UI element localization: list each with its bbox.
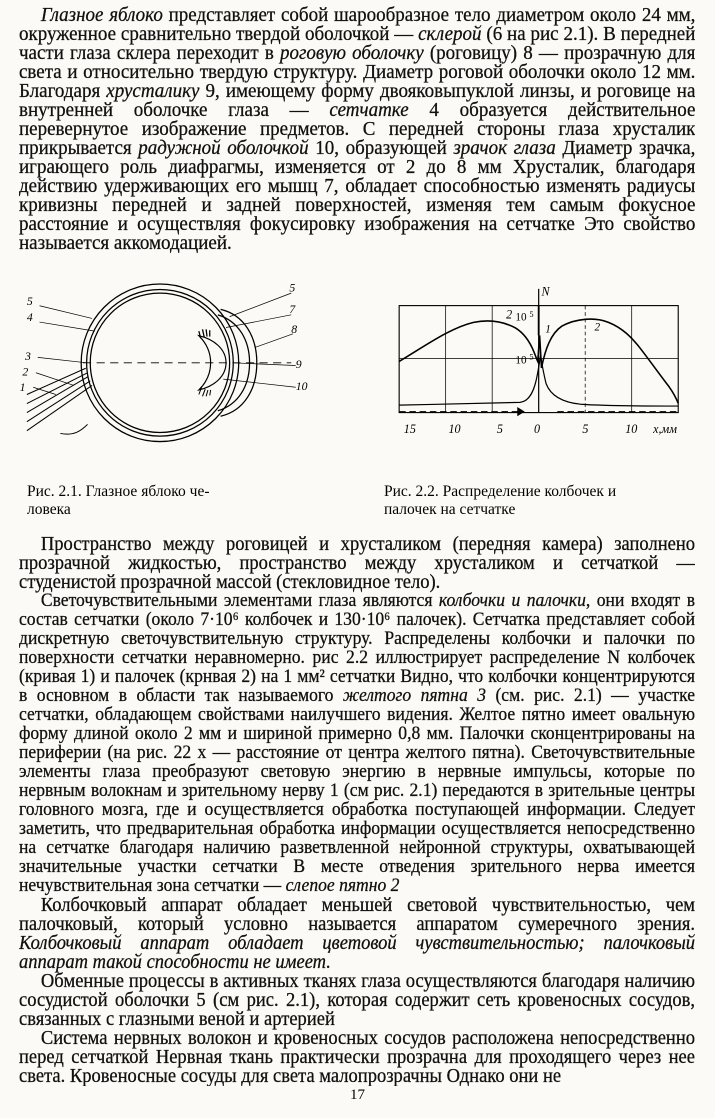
svg-text:1: 1: [545, 324, 551, 336]
svg-text:2: 2: [506, 308, 512, 322]
svg-text:10: 10: [625, 422, 637, 436]
svg-text:5: 5: [529, 353, 533, 362]
svg-text:10: 10: [296, 380, 308, 393]
svg-text:5: 5: [497, 422, 503, 436]
svg-text:15: 15: [404, 422, 416, 436]
svg-text:2: 2: [22, 365, 28, 378]
svg-text:x,мм: x,мм: [652, 422, 677, 436]
svg-text:7: 7: [289, 303, 296, 316]
svg-text:5: 5: [529, 310, 533, 319]
svg-text:N: N: [540, 287, 550, 298]
svg-text:0: 0: [534, 422, 540, 436]
svg-text:9: 9: [296, 358, 302, 371]
svg-text:4: 4: [27, 311, 33, 324]
svg-text:8: 8: [291, 323, 297, 336]
svg-text:2: 2: [595, 322, 601, 334]
svg-text:1: 1: [20, 381, 26, 394]
svg-text:10: 10: [448, 422, 460, 436]
svg-text:5: 5: [582, 422, 588, 436]
svg-text:10: 10: [515, 311, 527, 323]
svg-text:5: 5: [289, 281, 295, 294]
svg-text:10: 10: [515, 354, 527, 366]
svg-text:5: 5: [27, 295, 33, 308]
svg-text:3: 3: [24, 350, 31, 363]
